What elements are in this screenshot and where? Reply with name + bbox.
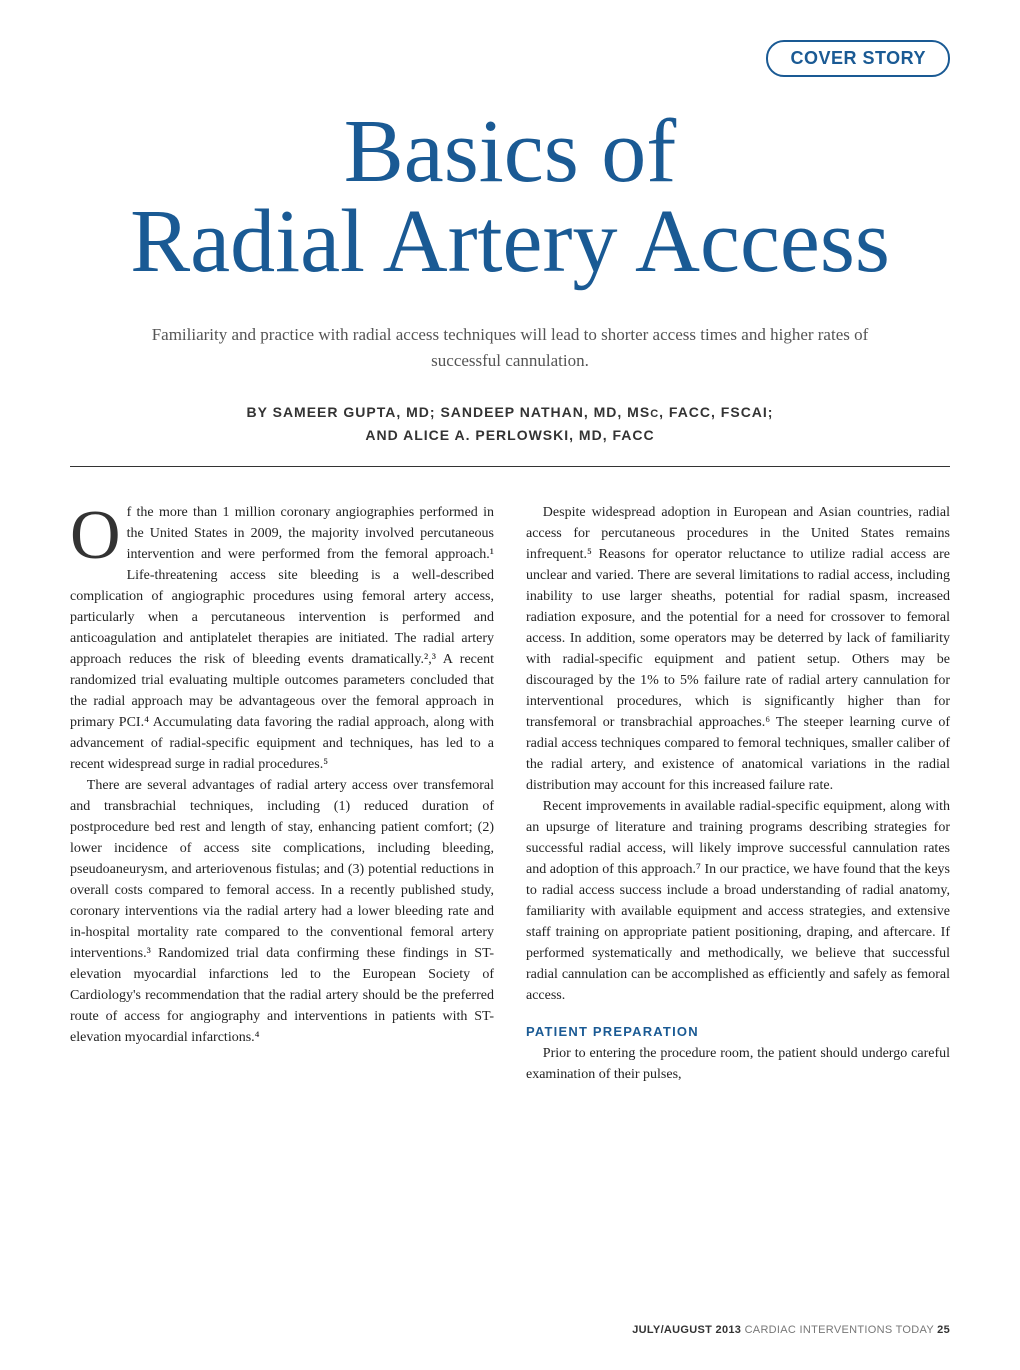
cover-story-badge: COVER STORY — [766, 40, 950, 77]
footer-publication: CARDIAC INTERVENTIONS TODAY — [745, 1324, 934, 1336]
footer-issue: JULY/AUGUST 2013 — [632, 1324, 741, 1336]
badge-container: COVER STORY — [70, 40, 950, 77]
page: COVER STORY Basics of Radial Artery Acce… — [0, 0, 1020, 1125]
byline-prefix: BY — [247, 404, 273, 420]
dropcap: O — [70, 502, 127, 566]
horizontal-rule — [70, 466, 950, 467]
body-p2: There are several advantages of radial a… — [70, 775, 494, 1048]
byline-authors-line1b: , FACC, FSCAI; — [659, 404, 773, 420]
body-p1: Of the more than 1 million coronary angi… — [70, 502, 494, 775]
byline-smallcaps-1: C — [650, 408, 659, 420]
body-p1-text: f the more than 1 million coronary angio… — [70, 505, 494, 772]
byline: BY SAMEER GUPTA, MD; SANDEEP NATHAN, MD,… — [70, 401, 950, 446]
byline-authors-line2: AND ALICE A. PERLOWSKI, MD, FACC — [365, 427, 654, 443]
body-columns: Of the more than 1 million coronary angi… — [70, 502, 950, 1086]
page-footer: JULY/AUGUST 2013 CARDIAC INTERVENTIONS T… — [632, 1324, 950, 1336]
section-heading-patient-preparation: PATIENT PREPARATION — [526, 1022, 950, 1042]
article-title: Basics of Radial Artery Access — [70, 107, 950, 287]
title-line-2: Radial Artery Access — [70, 197, 950, 287]
column-right: Despite widespread adoption in European … — [526, 502, 950, 1086]
footer-page-number: 25 — [937, 1324, 950, 1336]
body-p4: Recent improvements in available radial-… — [526, 796, 950, 1006]
article-subtitle: Familiarity and practice with radial acc… — [120, 322, 900, 373]
title-line-1: Basics of — [70, 107, 950, 197]
column-left: Of the more than 1 million coronary angi… — [70, 502, 494, 1086]
body-p5: Prior to entering the procedure room, th… — [526, 1043, 950, 1085]
body-p3: Despite widespread adoption in European … — [526, 502, 950, 796]
byline-authors-line1a: SAMEER GUPTA, MD; SANDEEP NATHAN, MD, MS — [273, 404, 651, 420]
